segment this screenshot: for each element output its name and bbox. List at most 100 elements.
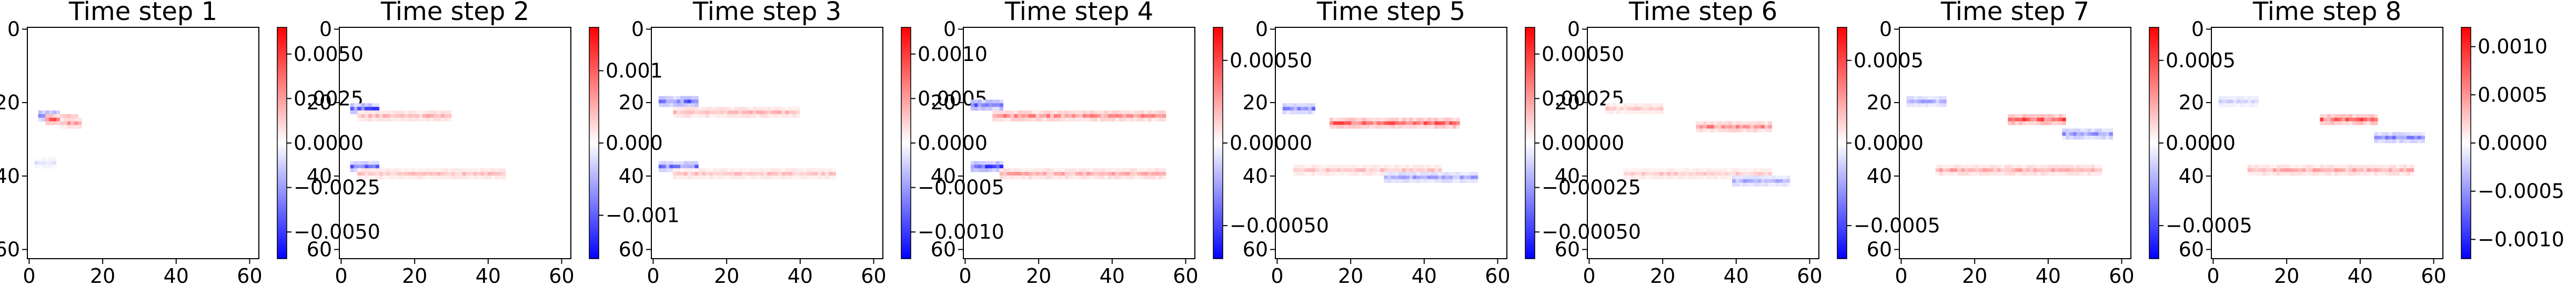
heatmap-cell — [1452, 172, 1457, 176]
heatmap-cell — [2091, 128, 2095, 132]
heatmap-cell — [67, 114, 71, 118]
heatmap-cell — [426, 175, 430, 180]
heatmap-cell — [1159, 114, 1163, 118]
heatmap-cell — [2381, 172, 2386, 176]
heatmap-cell — [789, 114, 793, 118]
heatmap-cell — [1656, 110, 1660, 115]
heatmap-cell — [2022, 114, 2026, 118]
heatmap-cell — [375, 103, 379, 107]
heatmap-cell — [1007, 168, 1011, 172]
heatmap-cell — [56, 121, 61, 125]
heatmap-cell — [695, 161, 699, 165]
heatmap-cell — [390, 114, 394, 118]
y-tick-label: 40 — [1867, 165, 1892, 188]
heatmap-cell — [1783, 179, 1787, 183]
heatmap-cell — [695, 172, 699, 176]
heatmap-cell — [702, 107, 706, 111]
heatmap-cell — [375, 172, 379, 176]
heatmap-cell — [1336, 165, 1341, 169]
heatmap-cell — [2359, 121, 2364, 125]
heatmap-cell — [1688, 175, 1693, 180]
heatmap-cell — [2069, 136, 2074, 140]
heatmap-cell — [1775, 179, 1779, 183]
heatmap-cell — [832, 168, 836, 172]
heatmap-cell — [970, 168, 974, 172]
heatmap-cell — [1097, 172, 1101, 176]
heatmap-cell — [1384, 125, 1388, 129]
heatmap-cell — [429, 172, 434, 176]
x-tick-label: 20 — [1650, 264, 1675, 288]
y-tick-label: 40 — [307, 165, 332, 188]
heatmap-cell — [2076, 128, 2081, 132]
heatmap-cell — [433, 117, 437, 122]
heatmap-cell — [995, 165, 1000, 169]
heatmap-cell — [734, 172, 739, 176]
heatmap-cell — [1387, 117, 1392, 122]
heatmap-cell — [379, 175, 383, 180]
heatmap-cell — [1925, 99, 1929, 104]
heatmap-cell — [1297, 110, 1301, 115]
heatmap-cell — [981, 107, 985, 111]
heatmap-cell — [361, 161, 365, 165]
heatmap-cell — [1710, 168, 1714, 172]
heatmap-cell — [371, 165, 376, 169]
heatmap-cell — [429, 110, 434, 115]
heatmap-cell — [379, 114, 383, 118]
heatmap-cell — [673, 165, 677, 169]
heatmap-cell — [734, 175, 739, 180]
heatmap-cell — [1039, 172, 1043, 176]
heatmap-cell — [1333, 125, 1337, 129]
heatmap-cell — [1648, 107, 1653, 111]
heatmap-cell — [1104, 172, 1109, 176]
heatmap-cell — [995, 107, 1000, 111]
heatmap-cell — [1333, 165, 1337, 169]
heatmap-cell — [1148, 172, 1152, 176]
heatmap-panel-6: Time step 60 20 40 6002040600.00050.0000−0.… — [1555, 0, 1940, 288]
heatmap-cell — [1046, 110, 1051, 115]
heatmap-cell — [2349, 165, 2353, 169]
heatmap-cell — [673, 114, 677, 118]
heatmap-cell — [1376, 117, 1381, 122]
heatmap-cell — [709, 175, 713, 180]
heatmap-cell — [2392, 132, 2396, 136]
heatmap-cell — [1605, 110, 1609, 115]
heatmap-cell — [1039, 168, 1043, 172]
y-tick-label: 20 — [0, 91, 20, 114]
heatmap-cell — [2087, 128, 2091, 132]
heatmap-cell — [2062, 165, 2066, 169]
heatmap-cell — [2330, 172, 2335, 176]
heatmap-cell — [1115, 168, 1119, 172]
heatmap-cell — [1046, 114, 1051, 118]
heatmap-cell — [828, 172, 833, 176]
heatmap-cell — [1373, 172, 1377, 176]
heatmap-cell — [2287, 168, 2291, 172]
heatmap-cell — [2305, 168, 2309, 172]
heatmap-cell — [677, 114, 681, 118]
heatmap-cell — [1108, 114, 1112, 118]
heatmap-cell — [1663, 168, 1667, 172]
colorbar-tick-label: 0.0010 — [918, 43, 988, 66]
heatmap-cell — [734, 110, 739, 115]
heatmap-cell — [1090, 175, 1094, 180]
heatmap-cell — [361, 172, 365, 176]
heatmap-cell — [1122, 114, 1126, 118]
heatmap-cell — [1319, 168, 1323, 172]
heatmap-cell — [49, 114, 53, 118]
heatmap-cell — [2047, 114, 2052, 118]
colorbar-tick-label: 0.0005 — [1854, 49, 1924, 72]
heatmap-cell — [2378, 165, 2382, 169]
y-tick-label: 60 — [1243, 238, 1268, 261]
heatmap-cell — [386, 117, 390, 122]
y-tick-label: 40 — [0, 165, 20, 188]
heatmap-cell — [1703, 128, 1707, 132]
heatmap-cell — [433, 168, 437, 172]
y-tick-label: 0 — [1255, 17, 1268, 40]
heatmap-cell — [662, 103, 666, 107]
heatmap-cell — [1376, 121, 1381, 125]
heatmap-cell — [2062, 136, 2066, 140]
heatmap-cell — [723, 114, 728, 118]
heatmap-cell — [71, 114, 75, 118]
heatmap-cell — [1993, 165, 1997, 169]
x-tick-label: 60 — [1485, 264, 1510, 288]
heatmap-cell — [1351, 165, 1355, 169]
